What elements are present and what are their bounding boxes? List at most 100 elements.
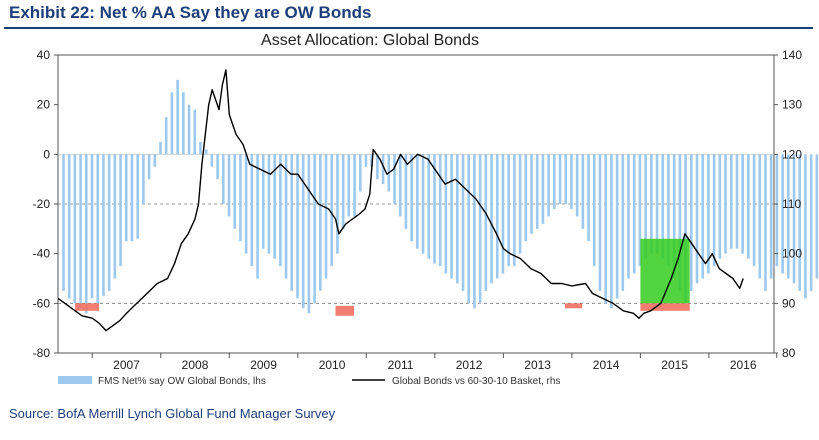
bar [410, 154, 413, 242]
bar [347, 154, 351, 217]
bar [159, 141, 162, 155]
bar [187, 104, 191, 155]
left-tick-label: -80 [33, 346, 51, 360]
bar [587, 154, 590, 242]
chart-title: Asset Allocation: Global Bonds [261, 32, 479, 49]
bar [67, 154, 71, 299]
bar [632, 154, 636, 274]
bar [530, 154, 533, 234]
bar [96, 154, 100, 304]
bar [341, 154, 345, 229]
right-tick-label: 110 [782, 197, 801, 211]
x-tick-label: 2011 [388, 358, 414, 372]
left-tick-label: 0 [43, 147, 50, 161]
right-tick-label: 80 [782, 346, 796, 360]
bar [667, 154, 670, 267]
bar [655, 154, 659, 254]
bar [467, 154, 471, 304]
x-tick-label: 2013 [524, 358, 551, 372]
bar [153, 154, 157, 167]
bar [547, 154, 550, 217]
bar [769, 154, 773, 279]
bar [592, 154, 596, 267]
bar [718, 154, 722, 259]
x-tick-label: 2015 [661, 358, 688, 372]
bar [176, 79, 179, 155]
x-tick-label: 2012 [456, 358, 483, 372]
left-tick-label: 20 [37, 98, 51, 112]
bar [90, 154, 94, 299]
left-tick-label: -20 [33, 197, 51, 211]
legend: FMS Net% say OW Global Bonds, lhs Global… [58, 376, 560, 387]
bar [473, 154, 476, 309]
bar [781, 154, 784, 274]
bar [455, 154, 459, 284]
bar [330, 154, 334, 267]
bar [564, 154, 568, 204]
red-highlight [640, 303, 690, 311]
bar [119, 154, 122, 267]
bar [256, 154, 259, 279]
bar [107, 154, 111, 291]
legend-line-label: Global Bonds vs 60-30-10 Basket, rhs [392, 376, 560, 387]
bar [507, 154, 510, 267]
bar [735, 154, 739, 249]
bar [610, 154, 613, 309]
bar [296, 154, 299, 299]
title-rule [4, 27, 813, 29]
bar [381, 154, 385, 185]
bar [358, 154, 362, 192]
bar [787, 154, 790, 279]
right-tick-label: 120 [782, 147, 802, 161]
right-tick-label: 140 [782, 48, 802, 62]
bar [712, 154, 716, 267]
bar [478, 154, 482, 304]
bar [273, 154, 276, 259]
bar [199, 141, 202, 155]
bar [284, 154, 288, 279]
bar [690, 154, 693, 291]
x-tick-label: 2008 [182, 358, 209, 372]
bar [558, 154, 562, 204]
bar [210, 154, 214, 167]
bar [364, 154, 368, 167]
bar [79, 154, 82, 309]
bar [758, 154, 762, 279]
left-tick-label: 40 [37, 48, 51, 62]
bar [62, 154, 65, 291]
bar [804, 154, 807, 299]
right-tick-label: 90 [782, 296, 796, 310]
bar [73, 154, 77, 304]
bar [376, 154, 379, 180]
bar [398, 154, 402, 217]
bar [301, 154, 305, 309]
bar [809, 154, 813, 291]
bar [518, 154, 522, 254]
bar [404, 154, 408, 229]
bar [678, 154, 682, 291]
bar [170, 92, 174, 155]
bar [102, 154, 105, 296]
bar [324, 154, 328, 279]
bar [130, 154, 134, 242]
bar [570, 154, 573, 209]
x-tick-label: 2007 [113, 358, 140, 372]
red-highlight [335, 305, 354, 316]
bar [444, 154, 448, 274]
bar [724, 154, 727, 254]
bar [775, 154, 779, 267]
exhibit-title: Exhibit 22: Net % AA Say they are OW Bon… [9, 3, 372, 22]
red-highlight [75, 303, 100, 311]
bar [535, 154, 539, 229]
bar [484, 154, 488, 291]
legend-bars-label: FMS Net% say OW Global Bonds, lhs [98, 376, 266, 387]
bar [627, 154, 630, 279]
bar [336, 154, 339, 254]
x-tick-label: 2009 [250, 358, 277, 372]
bar [267, 154, 271, 254]
bar [495, 154, 499, 279]
bar [313, 154, 316, 304]
bar [792, 154, 796, 284]
bar [747, 154, 750, 259]
bar [216, 154, 219, 180]
